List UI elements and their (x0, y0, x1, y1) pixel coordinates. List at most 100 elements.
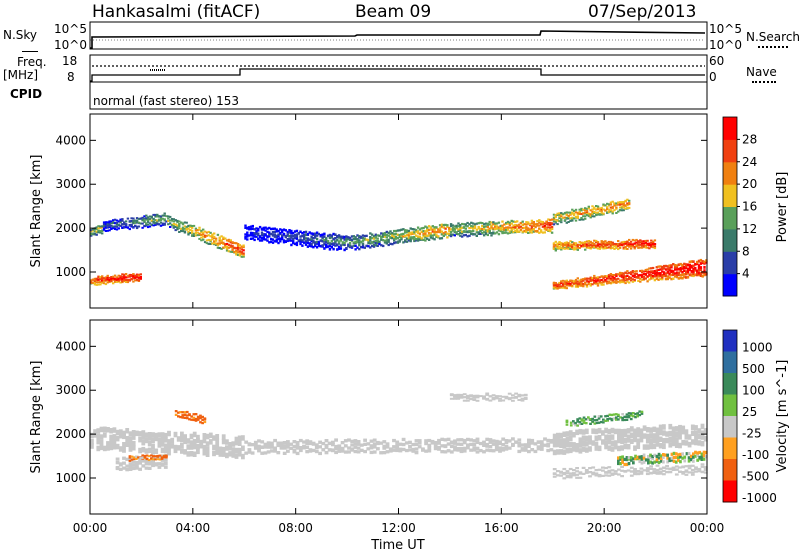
power-cell-band-4 (350, 245, 354, 248)
ground-scatter-cell-band-5 (655, 469, 660, 472)
ground-scatter-cell-band-4 (556, 441, 560, 448)
power-cell-band-8 (657, 273, 660, 276)
power-cell-band-9 (117, 279, 120, 282)
velocity-cell-band-3 (634, 457, 637, 461)
power-cell-band-3 (260, 231, 264, 234)
ground-scatter-cell-band-5 (694, 470, 698, 473)
power-cell-band-8 (589, 282, 592, 285)
ground-scatter-cell-band-2 (331, 443, 335, 447)
velocity-cell-band-3 (621, 460, 624, 464)
ground-scatter-cell-band-2 (343, 439, 348, 443)
power-cell-band-8 (582, 282, 585, 285)
velocity-cell-band-1 (145, 457, 149, 460)
ground-scatter-cell-band-2 (411, 447, 416, 452)
power-cell-band-4 (396, 233, 400, 236)
power-cell-band-5 (464, 230, 467, 233)
ground-scatter-cell-band-3 (462, 393, 467, 396)
power-cell-band-8 (609, 281, 613, 284)
velocity-cell-band-3 (698, 455, 702, 459)
ground-scatter-cell-band-0 (215, 444, 220, 450)
ground-scatter-cell-band-4 (694, 435, 698, 441)
power-cell-band-0 (93, 230, 97, 233)
ground-scatter-cell-band-5 (668, 467, 673, 470)
ground-scatter-cell-band-4 (671, 426, 676, 432)
power-colorbar-swatch (723, 117, 737, 140)
power-cell-band-4 (378, 240, 381, 243)
power-cell-band-8 (675, 265, 679, 269)
power-cell-band-4 (431, 234, 434, 237)
velocity-cell-band-3 (683, 455, 687, 459)
power-cell-band-4 (448, 232, 451, 235)
ground-scatter-cell-band-5 (674, 473, 679, 476)
power-cell-band-8 (589, 284, 592, 287)
velocity-cell-band-1 (150, 454, 153, 457)
power-cell-band-8 (602, 275, 605, 278)
power-cell-band-4 (427, 231, 431, 235)
power-cell-band-8 (629, 279, 633, 282)
power-cell-band-8 (675, 268, 679, 271)
power-cell-band-2 (236, 248, 240, 251)
velocity-cell-band-2 (627, 414, 631, 417)
ground-scatter-cell-band-2 (343, 450, 348, 454)
ground-scatter-cell-band-0 (221, 451, 226, 457)
ground-scatter-cell-band-0 (154, 435, 159, 442)
power-cell-band-3 (251, 231, 254, 235)
ground-scatter-cell-band-4 (668, 442, 673, 448)
ground-scatter-cell-band-2 (314, 443, 319, 447)
power-cell-band-2 (183, 230, 187, 233)
power-cell-band-1 (154, 221, 157, 224)
ground-scatter-cell-band-5 (639, 472, 644, 475)
power-cell-band-8 (675, 273, 679, 277)
power-cell-band-4 (446, 225, 449, 228)
power-cell-band-6 (589, 209, 592, 212)
power-cell-band-5 (460, 235, 464, 238)
power-cell-band-1 (141, 226, 144, 229)
ground-scatter-cell-band-5 (649, 472, 653, 475)
velocity-cell-band-3 (642, 453, 646, 457)
power-cell-band-5 (506, 228, 510, 231)
power-cell-band-6 (624, 199, 627, 202)
power-cell-band-1 (115, 225, 119, 228)
power-cell-band-2 (211, 242, 214, 245)
ground-scatter-cell-band-4 (623, 431, 628, 438)
power-cell-band-5 (472, 232, 475, 235)
ground-scatter-cell-band-3 (520, 394, 525, 397)
power-cell-band-4 (356, 237, 359, 241)
power-cell-band-2 (176, 224, 179, 227)
power-cell-band-7 (615, 243, 618, 245)
power-cell-band-1 (156, 220, 159, 223)
power-cell-band-4 (405, 229, 409, 232)
ground-scatter-cell-band-3 (462, 399, 467, 402)
power-cell-band-4 (358, 236, 361, 239)
ground-scatter-cell-band-2 (286, 449, 290, 453)
power-cell-band-3 (336, 235, 339, 238)
power-cell-band-7 (598, 245, 602, 248)
power-cell-band-7 (563, 247, 567, 250)
power-cell-band-6 (598, 207, 602, 210)
power-cell-band-6 (606, 206, 609, 209)
power-cell-band-5 (492, 223, 495, 226)
power-cell-band-5 (549, 228, 552, 231)
power-cell-band-6 (554, 215, 557, 218)
ground-scatter-cell-band-2 (369, 450, 374, 455)
power-cell-band-7 (598, 247, 602, 250)
ground-scatter-cell-band-4 (629, 438, 634, 444)
ground-scatter-cell-band-2 (295, 446, 300, 450)
power-cell-band-5 (505, 221, 508, 225)
power-cell-band-8 (659, 268, 662, 271)
power-cell-band-1 (145, 218, 148, 221)
power-cell-band-4 (416, 235, 420, 238)
power-cell-band-5 (492, 227, 495, 230)
power-cell-band-5 (549, 226, 552, 229)
power-cell-band-7 (567, 243, 570, 246)
power-cell-band-2 (238, 244, 242, 247)
velocity-cell-band-3 (623, 462, 627, 467)
power-cell-band-6 (571, 212, 574, 215)
ground-scatter-cell-band-1 (157, 465, 162, 469)
power-cell-band-1 (143, 224, 146, 227)
ground-scatter-cell-band-5 (597, 475, 602, 478)
power-cell-band-8 (639, 277, 642, 280)
power-cell-band-8 (679, 269, 682, 273)
ground-scatter-cell-band-5 (620, 465, 624, 468)
power-cell-band-4 (418, 236, 422, 240)
